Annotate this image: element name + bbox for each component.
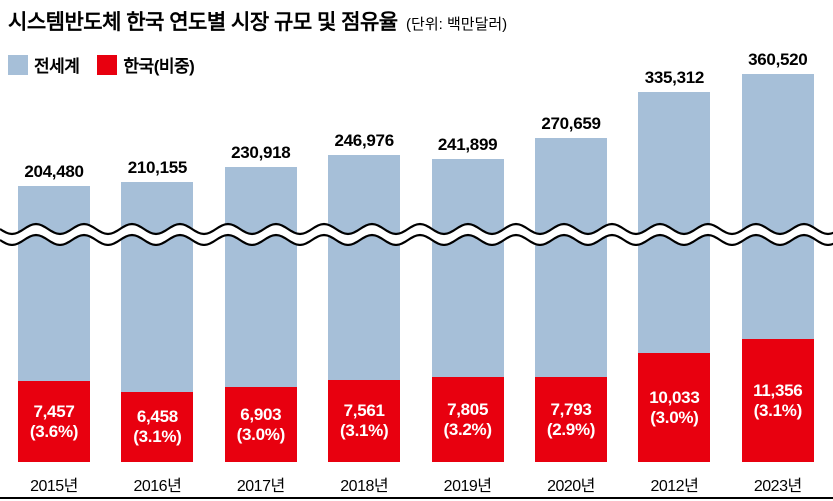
- korea-bar: 7,805 (3.2%): [432, 377, 504, 462]
- korea-value-label: 7,805: [447, 400, 488, 420]
- world-value-label: 270,659: [521, 114, 621, 134]
- korea-bar: 11,356 (3.1%): [742, 339, 814, 462]
- world-value-label: 204,480: [4, 162, 104, 182]
- korea-share-label: (3.1%): [340, 421, 388, 441]
- korea-share-label: (3.0%): [237, 425, 285, 445]
- korea-share-label: (3.1%): [754, 401, 802, 421]
- world-value-label: 335,312: [624, 68, 724, 88]
- bar-group: 335,312 10,033 (3.0%) 2012년: [638, 92, 710, 462]
- korea-bar: 10,033 (3.0%): [638, 353, 710, 462]
- korea-value-label: 7,793: [550, 400, 591, 420]
- korea-share-label: (3.1%): [133, 427, 181, 447]
- korea-bar: 6,903 (3.0%): [225, 387, 297, 462]
- bar-group: 360,520 11,356 (3.1%) 2023년: [742, 74, 814, 462]
- bar-chart: 204,480 7,457 (3.6%) 2015년 210,155 6,458…: [0, 0, 833, 501]
- korea-share-label: (3.6%): [30, 422, 78, 442]
- bar-group: 246,976 7,561 (3.1%) 2018년: [328, 155, 400, 462]
- bar-group: 210,155 6,458 (3.1%) 2016년: [121, 182, 193, 462]
- korea-value-label: 7,457: [33, 402, 74, 422]
- world-value-label: 360,520: [728, 50, 828, 70]
- korea-share-label: (3.2%): [443, 420, 491, 440]
- year-label: 2012년: [624, 472, 724, 496]
- korea-value-label: 11,356: [753, 381, 802, 401]
- year-label: 2018년: [314, 472, 414, 496]
- bar-group: 270,659 7,793 (2.9%) 2020년: [535, 138, 607, 462]
- korea-share-label: (2.9%): [547, 420, 595, 440]
- korea-bar: 7,793 (2.9%): [535, 377, 607, 462]
- korea-value-label: 6,903: [240, 405, 281, 425]
- korea-bar: 6,458 (3.1%): [121, 392, 193, 462]
- bar-group: 230,918 6,903 (3.0%) 2017년: [225, 167, 297, 462]
- year-label: 2016년: [107, 472, 207, 496]
- bar-group: 204,480 7,457 (3.6%) 2015년: [18, 186, 90, 462]
- world-value-label: 210,155: [107, 158, 207, 178]
- year-label: 2023년: [728, 472, 828, 496]
- korea-bar: 7,561 (3.1%): [328, 380, 400, 462]
- korea-value-label: 6,458: [137, 407, 178, 427]
- bar-group: 241,899 7,805 (3.2%) 2019년: [432, 159, 504, 462]
- year-label: 2017년: [211, 472, 311, 496]
- world-value-label: 230,918: [211, 143, 311, 163]
- korea-bar: 7,457 (3.6%): [18, 381, 90, 462]
- year-label: 2015년: [4, 472, 104, 496]
- korea-value-label: 7,561: [344, 401, 385, 421]
- korea-value-label: 10,033: [649, 388, 699, 408]
- bottom-border: [0, 497, 833, 499]
- world-value-label: 246,976: [314, 131, 414, 151]
- year-label: 2020년: [521, 472, 621, 496]
- world-value-label: 241,899: [418, 135, 518, 155]
- korea-share-label: (3.0%): [650, 408, 698, 428]
- year-label: 2019년: [418, 472, 518, 496]
